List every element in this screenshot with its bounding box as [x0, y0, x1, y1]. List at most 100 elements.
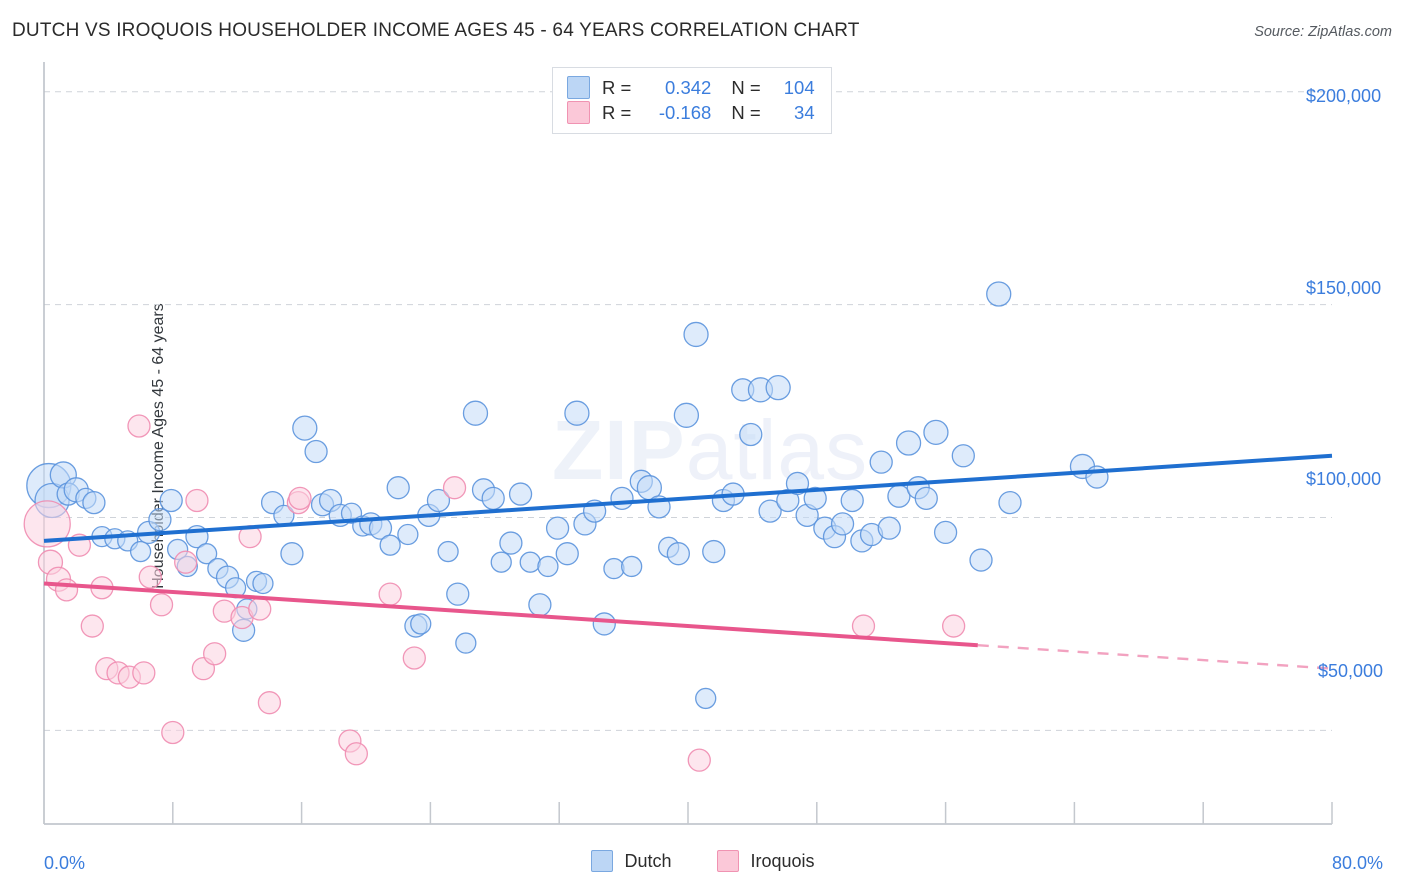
x-tick-max: 80.0%	[1332, 853, 1384, 873]
r-label-dutch: R =	[602, 76, 632, 98]
source-attribution: Source: ZipAtlas.com	[1254, 24, 1392, 40]
scatter-point[interactable]	[462, 400, 489, 426]
scatter-point[interactable]	[257, 691, 282, 715]
legend-swatch-dutch	[567, 76, 590, 99]
scatter-point[interactable]	[545, 516, 570, 540]
series-swatch-iroquois	[717, 850, 740, 872]
scatter-point[interactable]	[830, 512, 855, 536]
y-tick-150000: $150,000	[1306, 278, 1382, 298]
x-tick-min: 0.0%	[44, 853, 86, 873]
scatter-point[interactable]	[127, 414, 151, 438]
scatter-point[interactable]	[564, 400, 590, 426]
scatter-point[interactable]	[252, 572, 274, 595]
scatter-point[interactable]	[23, 500, 71, 548]
scatter-point[interactable]	[739, 422, 763, 447]
scatter-point[interactable]	[402, 646, 426, 670]
scatter-point[interactable]	[490, 551, 512, 573]
scatter-point[interactable]	[410, 613, 432, 635]
scatter-point[interactable]	[379, 534, 401, 556]
n-value-iroquois: 34	[794, 101, 815, 123]
scatter-point[interactable]	[519, 551, 541, 573]
scatter-point[interactable]	[683, 321, 709, 348]
scatter-point[interactable]	[174, 550, 198, 574]
scatter-point[interactable]	[895, 430, 922, 456]
scatter-point[interactable]	[304, 439, 328, 464]
scatter-point[interactable]	[161, 720, 185, 745]
scatter-point[interactable]	[765, 375, 791, 401]
scatter-point[interactable]	[499, 531, 523, 555]
scatter-point[interactable]	[288, 486, 312, 510]
series-legend-item-iroquois[interactable]: Iroquois	[717, 850, 815, 872]
legend-swatch-iroquois	[567, 101, 590, 124]
scatter-point[interactable]	[185, 488, 209, 513]
stats-legend: R = 0.342 N = 104 R = -0.168 N = 34	[552, 67, 832, 134]
scatter-point[interactable]	[129, 540, 152, 563]
n-value-dutch: 104	[783, 76, 815, 98]
scatter-point[interactable]	[149, 593, 174, 617]
scatter-point[interactable]	[344, 742, 368, 766]
series-legend: Dutch Iroquois	[0, 850, 1406, 872]
scatter-point[interactable]	[914, 486, 938, 510]
scatter-point[interactable]	[426, 488, 451, 513]
n-label-dutch: N =	[731, 76, 761, 98]
scatter-point[interactable]	[702, 539, 726, 564]
scatter-point[interactable]	[446, 582, 470, 606]
trendline-dutch	[43, 453, 1333, 543]
y-tick-50000: $50,000	[1318, 661, 1384, 681]
scatter-point[interactable]	[159, 488, 183, 513]
scatter-point[interactable]	[998, 490, 1022, 515]
scatter-point[interactable]	[758, 499, 782, 523]
scatter-point[interactable]	[695, 687, 717, 710]
series-legend-item-dutch[interactable]: Dutch	[591, 850, 671, 872]
scatter-point[interactable]	[687, 748, 711, 772]
scatter-point[interactable]	[195, 543, 218, 565]
scatter-point[interactable]	[621, 555, 643, 578]
r-value-iroquois: -0.168	[658, 101, 712, 123]
scatter-point[interactable]	[851, 614, 876, 638]
scatter-point[interactable]	[437, 540, 459, 563]
scatter-point[interactable]	[942, 614, 966, 638]
scatter-point[interactable]	[508, 482, 533, 506]
n-label-iroquois: N =	[731, 101, 761, 123]
scatter-point[interactable]	[592, 612, 616, 636]
scatter-point[interactable]	[442, 476, 467, 500]
scatter-point[interactable]	[397, 523, 419, 546]
scatter-point[interactable]	[933, 520, 958, 545]
stats-row-iroquois: R = -0.168 N = 34	[567, 100, 815, 125]
scatter-point[interactable]	[248, 597, 272, 621]
scatter-point[interactable]	[666, 542, 690, 566]
page-title: DUTCH VS IROQUOIS HOUSEHOLDER INCOME AGE…	[12, 20, 860, 41]
scatter-point[interactable]	[537, 555, 559, 578]
scatter-point[interactable]	[378, 582, 402, 606]
scatter-point[interactable]	[603, 557, 625, 580]
scatter-point[interactable]	[673, 402, 700, 428]
scatter-point[interactable]	[54, 578, 79, 602]
scatter-point[interactable]	[986, 281, 1012, 307]
scatter-point[interactable]	[923, 419, 949, 446]
scatter-point[interactable]	[203, 642, 227, 666]
scatter-point[interactable]	[555, 542, 579, 566]
scatter-point[interactable]	[528, 593, 552, 617]
scatter-point[interactable]	[138, 565, 162, 589]
scatter-point[interactable]	[280, 542, 304, 566]
scatter-point[interactable]	[132, 661, 156, 685]
scatter-point[interactable]	[840, 488, 864, 513]
stats-row-dutch: R = 0.342 N = 104	[567, 75, 815, 100]
scatter-point[interactable]	[951, 444, 975, 468]
r-value-dutch: 0.342	[665, 76, 712, 98]
scatter-point[interactable]	[481, 486, 505, 510]
scatter-point[interactable]	[80, 614, 104, 638]
r-label-iroquois: R =	[602, 101, 632, 123]
scatter-point[interactable]	[610, 486, 634, 510]
scatter-point[interactable]	[292, 415, 318, 441]
scatter-point[interactable]	[869, 450, 893, 474]
scatter-point[interactable]	[148, 507, 172, 532]
scatter-point[interactable]	[455, 632, 477, 654]
scatter-point[interactable]	[386, 476, 410, 500]
scatter-point[interactable]	[877, 516, 901, 540]
scatter-point[interactable]	[803, 486, 827, 510]
scatter-point[interactable]	[969, 548, 993, 572]
scatter-point[interactable]	[82, 490, 106, 515]
